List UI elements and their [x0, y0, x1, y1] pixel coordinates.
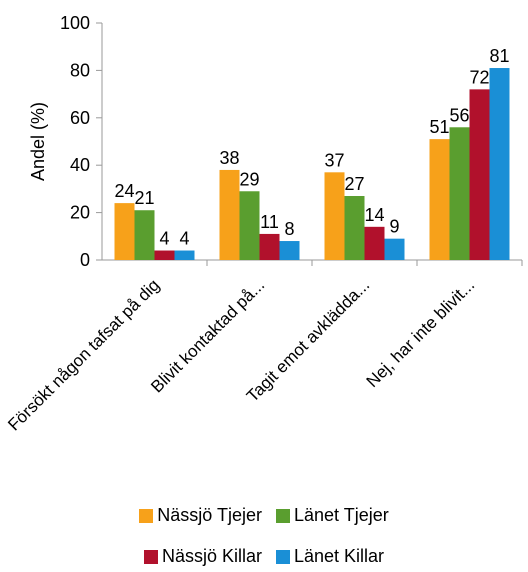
data-label: 27: [344, 174, 364, 194]
legend-swatch-nassjo-killar: [143, 549, 158, 564]
bar: [384, 238, 405, 260]
bar: [449, 127, 470, 260]
data-label: 9: [389, 217, 399, 237]
legend-swatch-nassjo-tjejer: [139, 508, 154, 523]
bar: [219, 169, 240, 260]
data-label: 8: [284, 219, 294, 239]
legend-row-1: Nässjö Tjejer Länet Tjejer: [0, 505, 528, 526]
x-tick-label: Försökt någon tafsat på dig: [4, 275, 163, 434]
data-label: 4: [179, 229, 189, 249]
bar: [134, 210, 155, 260]
legend-item-lanet-killar: Länet Killar: [275, 546, 385, 567]
y-tick-label: 0: [80, 250, 90, 270]
y-tick-label: 80: [70, 60, 90, 80]
y-axis-label: Andel (%): [28, 102, 48, 181]
legend-label-nassjo-tjejer: Nässjö Tjejer: [157, 505, 262, 525]
bar: [489, 68, 510, 260]
legend-swatch-lanet-tjejer: [275, 508, 290, 523]
legend-label-nassjo-killar: Nässjö Killar: [161, 546, 262, 566]
y-tick-label: 40: [70, 155, 90, 175]
x-tick-label: Tagit emot avklädda...: [243, 275, 373, 405]
bar: [344, 196, 365, 260]
data-label: 24: [114, 181, 134, 201]
bar: [429, 139, 450, 260]
bar: [364, 226, 385, 260]
bar: [239, 191, 260, 260]
y-tick-label: 100: [60, 13, 90, 33]
x-tick-label: Blivit kontaktad på...: [147, 275, 268, 396]
bar: [324, 172, 345, 260]
data-label: 11: [260, 212, 279, 232]
bar: [279, 241, 300, 260]
bar: [174, 250, 195, 260]
data-label: 51: [429, 117, 449, 137]
bar: [259, 233, 280, 260]
x-tick-label: Nej, har inte blivit...: [363, 275, 479, 391]
legend-label-lanet-killar: Länet Killar: [293, 546, 385, 566]
legend-item-nassjo-tjejer: Nässjö Tjejer: [139, 505, 262, 526]
legend-item-nassjo-killar: Nässjö Killar: [143, 546, 262, 567]
data-label: 14: [364, 205, 384, 225]
data-label: 72: [469, 67, 489, 87]
data-label: 81: [489, 46, 509, 66]
data-label: 4: [159, 229, 169, 249]
legend-label-lanet-tjejer: Länet Tjejer: [293, 505, 389, 525]
bar: [469, 89, 490, 260]
y-tick-label: 20: [70, 203, 90, 223]
bar: [154, 250, 175, 260]
legend-row-2: Nässjö Killar Länet Killar: [0, 546, 528, 567]
data-label: 37: [324, 150, 344, 170]
data-label: 21: [134, 188, 154, 208]
data-label: 29: [239, 169, 259, 189]
legend-swatch-lanet-killar: [275, 549, 290, 564]
data-label: 56: [449, 105, 469, 125]
legend-item-lanet-tjejer: Länet Tjejer: [275, 505, 389, 526]
bar: [114, 203, 135, 260]
y-tick-label: 60: [70, 108, 90, 128]
data-label: 38: [219, 148, 239, 168]
